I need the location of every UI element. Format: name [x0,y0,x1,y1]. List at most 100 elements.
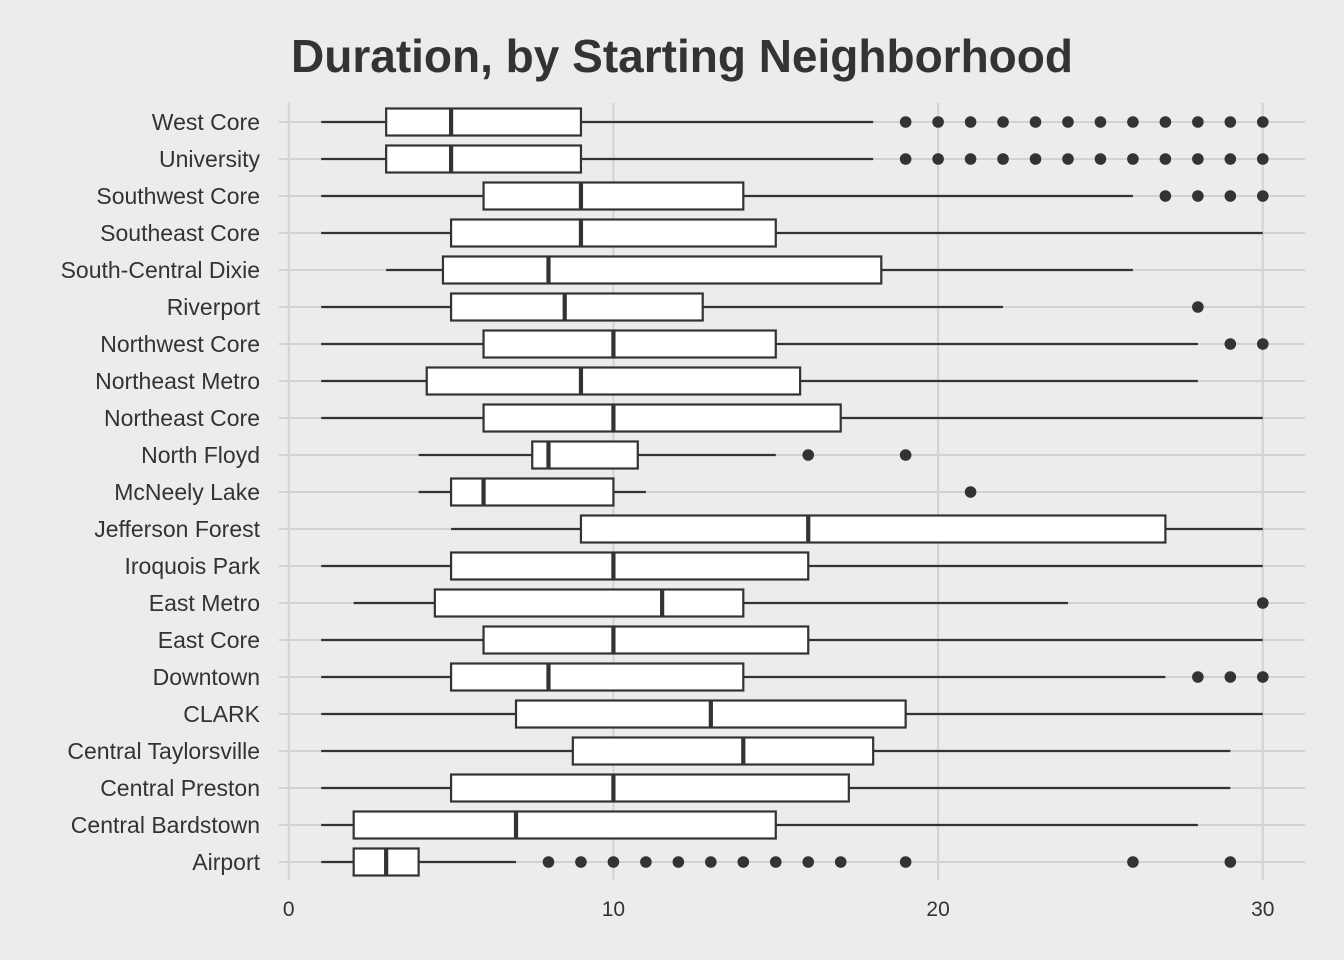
outlier-point [705,856,717,868]
outlier-point [964,116,977,128]
outlier-point [932,116,944,128]
outlier-point [1224,190,1237,202]
outlier-point [1256,116,1269,128]
outlier-point [1256,338,1269,350]
outlier-point [997,116,1009,128]
iqr-box [482,625,810,655]
box-airport [321,847,1237,877]
outlier-point [1029,116,1042,128]
outlier-point [964,153,977,165]
outlier-point [1224,153,1237,165]
iqr-box [385,107,583,137]
outlier-point [899,153,912,165]
y-category-label: East Metro [149,590,260,616]
outlier-point [802,449,815,461]
outlier-point [997,153,1009,165]
outlier-point [1094,153,1107,165]
box-riverport [321,292,1204,322]
box-east-core [321,625,1263,655]
iqr-box [571,736,875,766]
box-university [321,144,1269,174]
outlier-point [1192,116,1204,128]
outlier-point [1224,338,1237,350]
outlier-point [672,856,685,868]
y-category-label: Northwest Core [100,331,260,357]
y-category-label: West Core [152,109,260,135]
y-category-label: Southeast Core [100,220,260,246]
iqr-box [352,810,777,840]
box-northwest-core [321,329,1269,359]
label-layer: 0 10 20 30 West Core University Southwest Core… [61,109,1275,921]
outlier-point [769,856,782,868]
iqr-box [482,329,777,359]
outlier-point [1127,856,1139,868]
iqr-box [385,144,583,174]
box-central-bardstown [321,810,1198,840]
y-category-label: Riverport [167,294,261,320]
outlier-point [1062,116,1074,128]
box-layer [321,107,1269,877]
y-category-label: Downtown [153,664,260,690]
y-category-label: Central Taylorsville [67,738,260,764]
box-northeast-core [321,403,1263,433]
outlier-point [1159,153,1172,165]
iqr-box [579,514,1167,544]
iqr-box [449,773,850,803]
y-category-label: McNeely Lake [114,479,260,505]
outlier-point [1159,116,1172,128]
box-downtown [321,662,1269,692]
iqr-box [425,366,802,396]
box-iroquois-park [321,551,1263,581]
outlier-point [1062,153,1074,165]
y-category-label: Iroquois Park [124,553,260,579]
box-south-central-dixie [386,255,1133,285]
box-west-core [321,107,1269,137]
outlier-point [1094,116,1107,128]
outlier-point [899,116,912,128]
outlier-point [1192,671,1204,683]
outlier-point [899,449,912,461]
box-clark [321,699,1263,729]
outlier-point [802,856,815,868]
box-jefferson-forest [451,514,1263,544]
iqr-box [449,551,810,581]
outlier-point [1192,153,1204,165]
iqr-box [441,255,883,285]
iqr-box [449,662,745,692]
y-category-label: Airport [192,849,260,875]
outlier-point [1256,153,1269,165]
outlier-point [575,856,587,868]
y-category-label: University [159,146,260,172]
outlier-point [899,856,912,868]
box-central-preston [321,773,1231,803]
outlier-point [1127,153,1139,165]
y-category-label: Southwest Core [96,183,260,209]
outlier-point [1256,597,1269,609]
outlier-point [1159,190,1172,202]
outlier-point [1192,301,1204,313]
iqr-box [449,477,615,507]
iqr-box [482,181,745,211]
iqr-box [449,292,704,322]
x-tick-label: 30 [1251,898,1274,921]
y-category-label: Central Bardstown [71,812,260,838]
iqr-box [482,403,842,433]
y-category-label: Central Preston [100,775,260,801]
box-central-taylorsville [321,736,1231,766]
outlier-point [834,856,847,868]
y-category-label: Northeast Metro [95,368,260,394]
outlier-point [640,856,652,868]
outlier-point [1256,671,1269,683]
outlier-point [607,856,620,868]
iqr-box [433,588,745,618]
y-category-label: CLARK [183,701,260,727]
y-category-label: North Floyd [141,442,260,468]
outlier-point [737,856,750,868]
iqr-box [449,218,777,248]
x-tick-label: 10 [602,898,625,921]
y-category-label: East Core [158,627,260,653]
y-category-label: South-Central Dixie [61,257,260,283]
box-mcneely-lake [418,477,977,507]
